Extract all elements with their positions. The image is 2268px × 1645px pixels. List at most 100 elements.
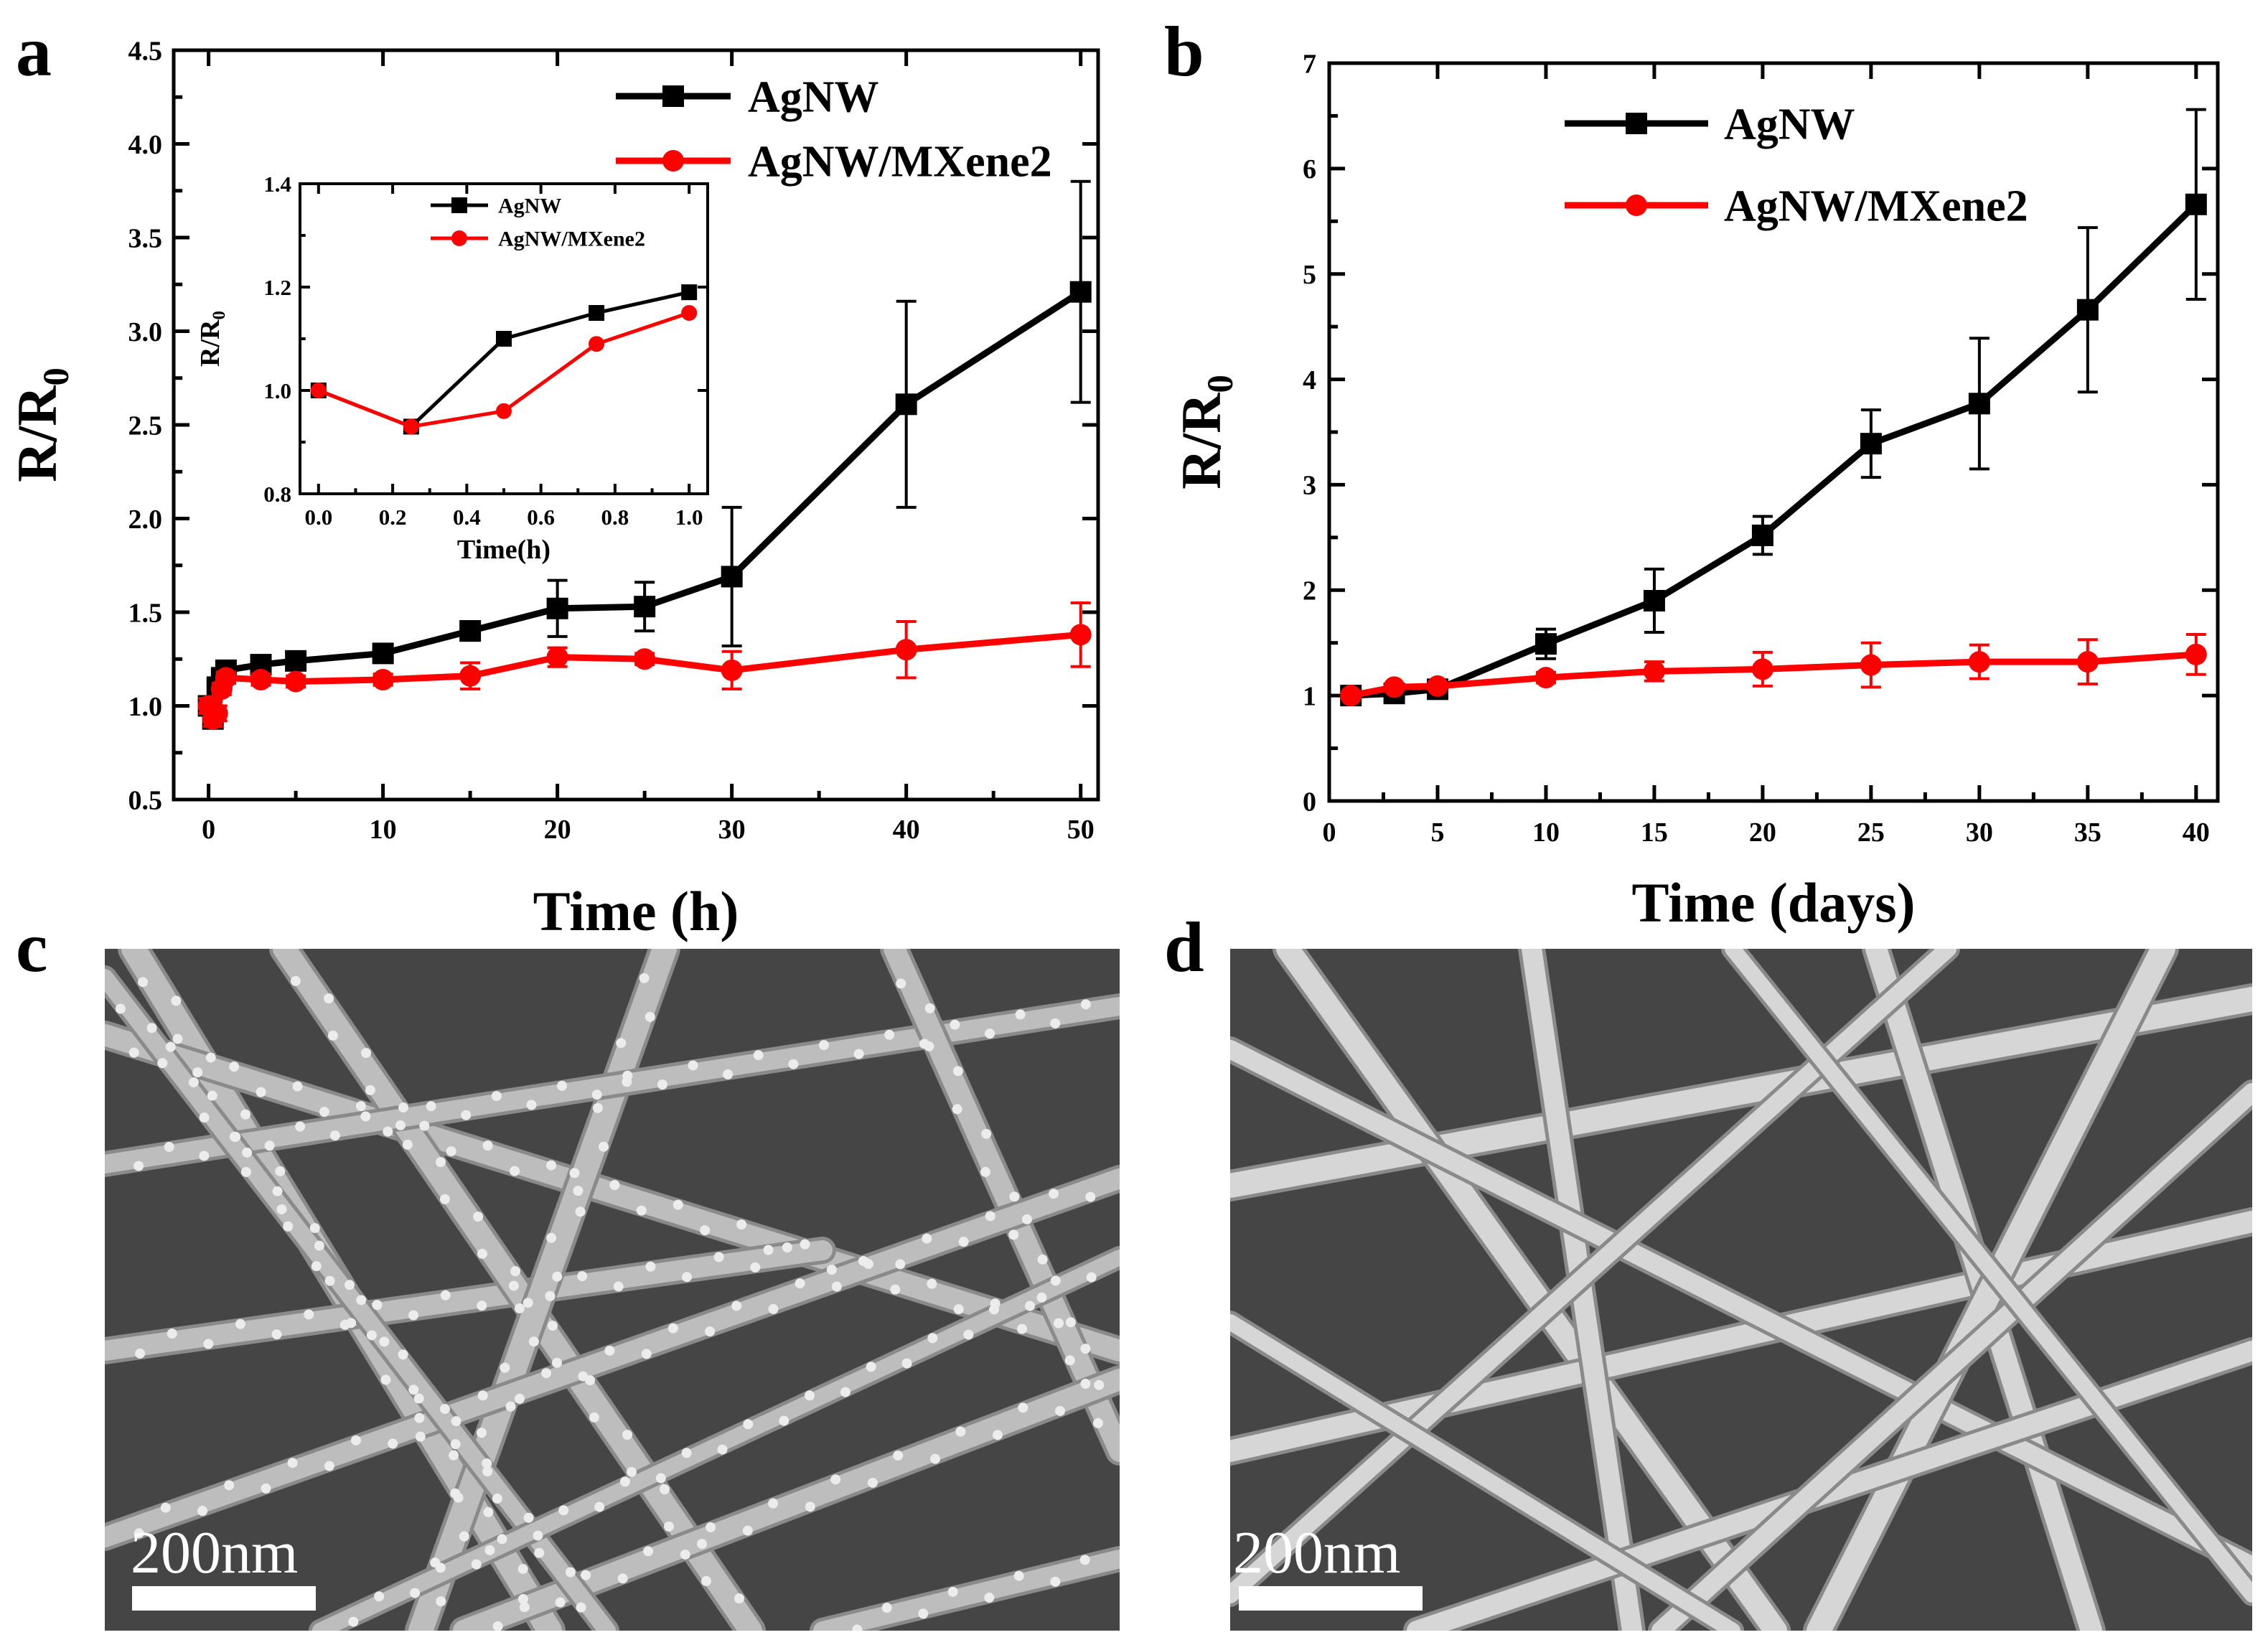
nanoparticle [643,1546,654,1557]
nanoparticle [558,1505,569,1516]
nanoparticle [581,1570,591,1580]
nanowire [105,997,1120,1173]
data-point [546,597,568,619]
nanoparticle [275,1166,286,1176]
nanoparticle [309,1223,320,1234]
nanoparticle [950,1019,960,1030]
nanoparticle [436,1596,446,1607]
nanoparticle [519,1602,530,1613]
panel-label-d: d [1164,907,1204,987]
data-point [459,620,482,642]
data-point [1751,524,1773,546]
nanoparticle [901,1358,912,1369]
data-point [589,305,605,321]
nanoparticle [1024,1300,1035,1311]
nanoparticle [157,1058,168,1069]
nanoparticle [324,993,334,1004]
nanoparticle [348,1616,359,1627]
nanoparticle [383,1126,393,1137]
data-point [496,403,512,419]
nanoparticle [160,1502,171,1513]
nanowire [1407,1341,2252,1631]
a-inset-xtick-label: 1.0 [675,505,703,530]
nanoparticle [388,1438,398,1449]
nanoparticle [680,1549,690,1560]
nanoparticle [327,1030,338,1041]
nanoparticle [779,1415,789,1426]
nanoparticle [867,1477,878,1488]
nanoparticle [345,1280,355,1290]
nanoparticle [415,1431,426,1442]
nanoparticle [365,1084,375,1095]
data-point [1534,633,1557,655]
nanoparticle [1080,999,1091,1010]
nanoparticle [706,1522,716,1533]
data-point [589,336,605,352]
nanoparticle [167,1328,177,1339]
nanoparticle [1064,1355,1075,1366]
legend-marker [662,85,684,107]
nanoparticle [795,1278,805,1289]
sem-d-wires [1230,949,2252,1631]
nanowire [884,949,1120,1462]
nanoparticle [276,1204,287,1214]
nanoparticle [408,1384,419,1395]
nanowire [273,949,762,1631]
legend-marker [451,197,467,213]
data-point [310,383,327,398]
nanoparticle [569,1168,580,1178]
nanoparticle [1037,1254,1048,1265]
nanoparticle [626,1466,637,1477]
nanoparticle [492,1621,503,1631]
b-main-xtick-label: 40 [2183,817,2210,848]
nanoparticle [545,1290,556,1301]
nanoparticle [477,1390,488,1401]
scale-bar-d [1239,1586,1423,1611]
a-main-xtick-label: 0 [202,815,215,845]
nanoparticle [135,1348,146,1359]
nanoparticle [541,1368,552,1379]
nanoparticle [552,1271,563,1282]
nanoparticle [927,1278,937,1289]
nanoparticle [952,1066,963,1077]
a-main-xlabel: Time (h) [533,880,739,942]
nanoparticle [1050,1576,1061,1587]
nanoparticle [439,1194,450,1204]
b-main-legend: AgNW AgNW/MXene2 [1565,100,2028,231]
nanoparticle [641,1349,652,1359]
series-line [1350,651,2197,699]
nanoparticle [1092,1417,1103,1428]
b-main-ytick-label: 4 [1303,365,1316,395]
data-point [372,668,394,690]
nanoparticle [1094,1379,1105,1390]
nanoparticle [591,1089,602,1100]
nanoparticle [528,1336,539,1347]
b-main-series-agnw-mxene2 [1340,632,2207,707]
nanoparticle [800,1239,810,1250]
data-point [403,418,419,435]
a-main-ytick-label: 1.0 [128,692,163,722]
nanoparticle [731,1300,742,1311]
data-point [546,646,568,668]
nanoparticle [264,1140,275,1151]
nanowire [1725,949,2252,1603]
nanoparticle [329,1130,340,1141]
b-main-frame [1327,61,2220,803]
nanoparticle [473,1212,484,1222]
data-point [1643,660,1665,683]
nanoparticle [578,1371,589,1382]
nanoparticle [622,1070,633,1081]
a-main-chart: 0 10 20 30 40 50 0.5 1.0 1.5 2.0 2.5 3.0 3.5 4.0 4.5 Ti… [6,36,1100,942]
a-main-ytick-label: 4.0 [128,130,163,160]
a-inset-xtick-label: 0.2 [379,505,407,530]
nanoparticle [1065,1317,1076,1328]
data-point [1340,685,1362,707]
nanoparticle [750,1262,761,1273]
a-main-xtick-label: 20 [544,815,571,845]
nanoparticle [435,1562,446,1573]
a-inset-series-agnw-mxene2 [310,305,698,435]
nanoparticle [831,1281,842,1292]
nanoparticle [482,1466,493,1477]
data-point [285,650,307,672]
